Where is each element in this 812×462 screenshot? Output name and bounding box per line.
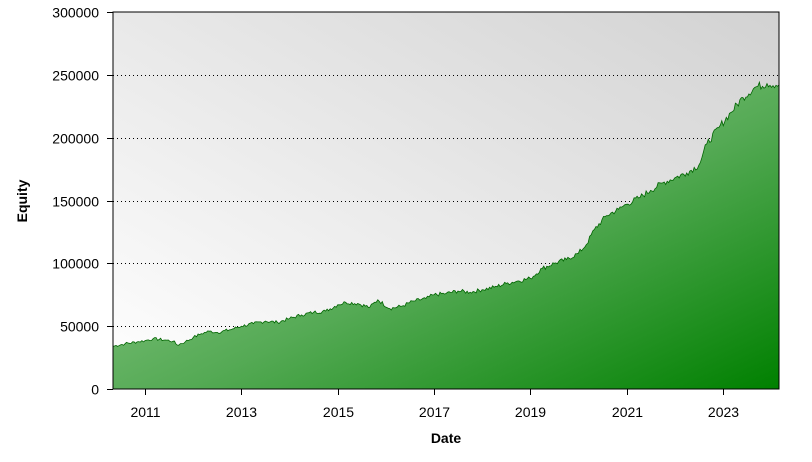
equity-area: [113, 82, 779, 389]
y-tick-label: 300000: [52, 5, 99, 21]
y-tick-label: 250000: [52, 68, 99, 84]
x-axis-ticks: 2011 2013 2015 2017 2019 2021 2023: [130, 389, 739, 420]
x-tick-label: 2021: [612, 404, 643, 420]
equity-line: [112, 80, 780, 347]
x-tick-label: 2011: [130, 404, 160, 420]
y-tick-label: 150000: [52, 194, 99, 210]
x-tick-label: 2017: [419, 404, 450, 420]
x-tick-label: 2023: [708, 404, 739, 420]
y-axis-ticks: 0 50000 100000 150000 200000 250000 300000: [52, 5, 113, 398]
y-tick-label: 50000: [60, 319, 99, 335]
x-axis-title: Date: [431, 430, 462, 446]
y-tick-label: 0: [91, 382, 99, 398]
x-tick-label: 2013: [226, 404, 257, 420]
plot-border: [112, 11, 780, 390]
y-tick-label: 200000: [52, 131, 99, 147]
area-series: [112, 80, 780, 389]
y-axis-title: Equity: [14, 179, 30, 222]
y-tick-label: 100000: [52, 256, 99, 272]
x-tick-label: 2019: [515, 404, 546, 420]
x-tick-label: 2015: [323, 404, 354, 420]
